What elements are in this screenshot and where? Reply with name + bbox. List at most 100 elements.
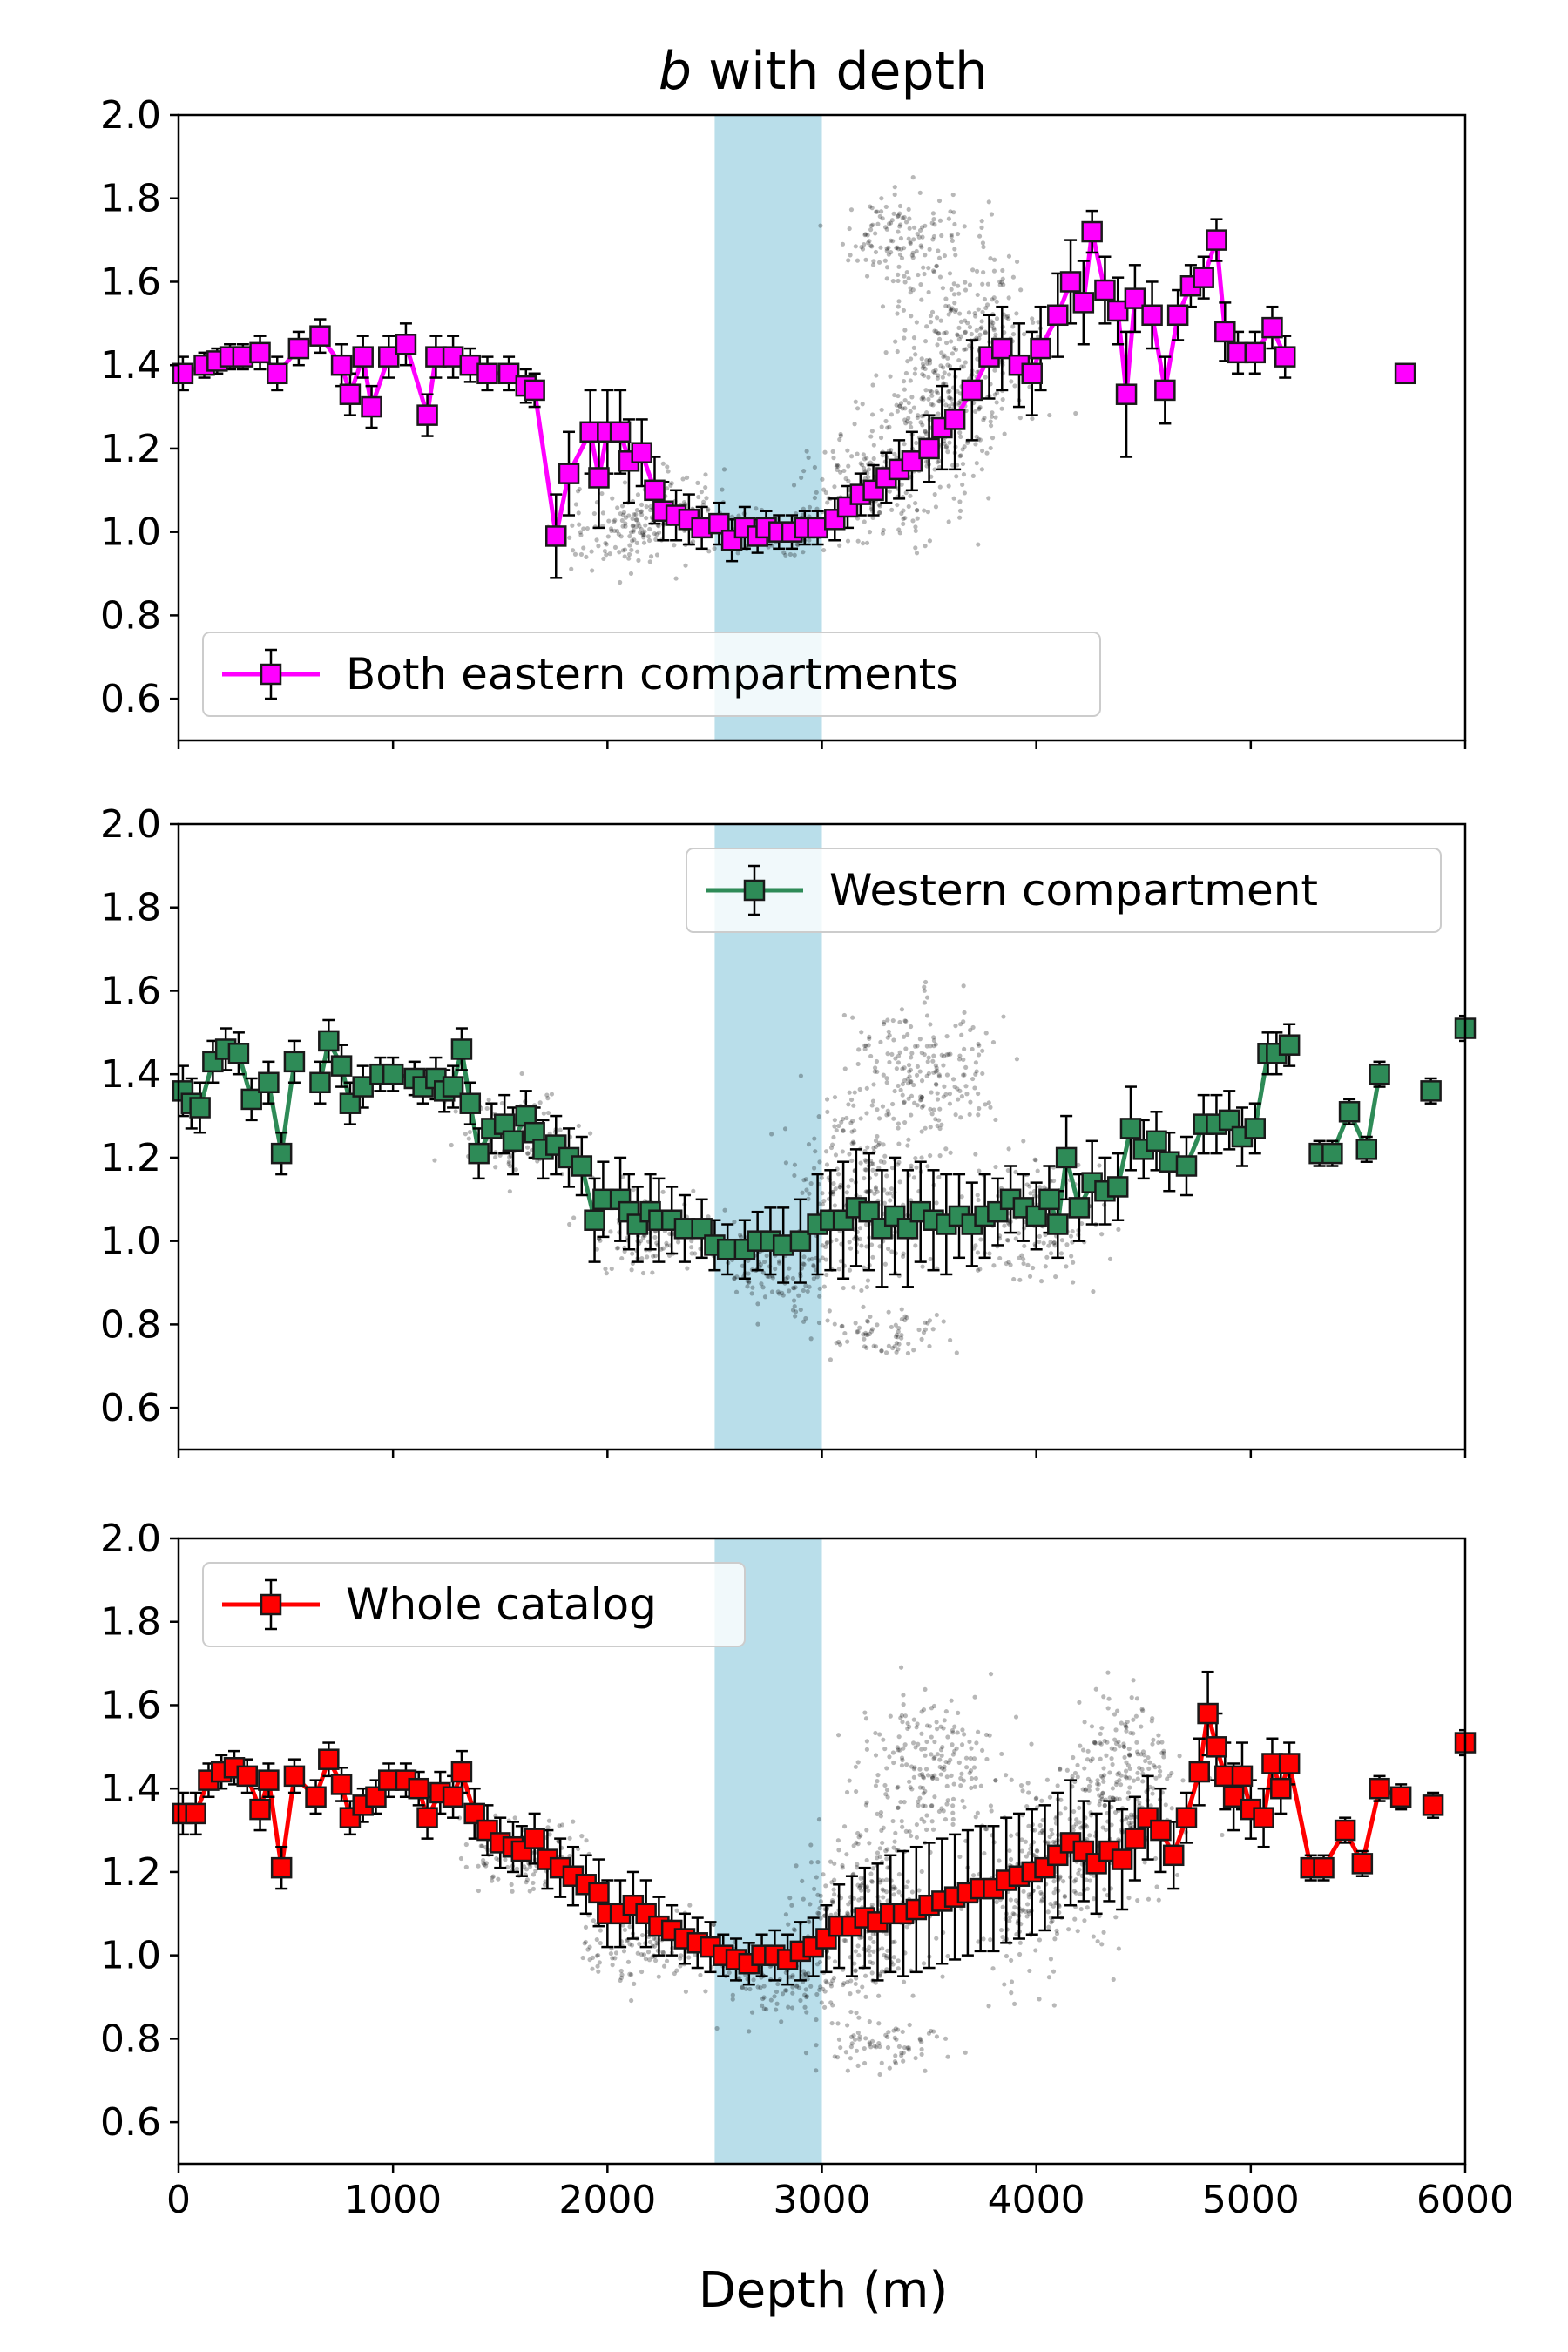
background-event-dot (896, 1871, 902, 1877)
background-event-dot (1071, 1889, 1077, 1894)
background-event-dot (594, 537, 599, 543)
background-event-dot (617, 550, 622, 555)
background-event-dot (988, 1672, 994, 1677)
background-event-dot (791, 483, 797, 488)
background-event-dot (875, 1773, 881, 1778)
background-event-dot (894, 1341, 899, 1346)
background-event-dot (950, 1077, 956, 1082)
background-event-dot (1127, 1753, 1132, 1758)
background-event-dot (935, 342, 940, 348)
background-event-dot (920, 1264, 925, 1269)
background-event-dot (970, 1024, 976, 1031)
data-marker (584, 1209, 605, 1231)
data-marker (240, 1088, 262, 1111)
background-event-dot (935, 1727, 940, 1732)
background-event-dot (1161, 1751, 1166, 1756)
background-event-dot (902, 1018, 908, 1024)
background-event-dot (957, 1088, 963, 1093)
background-event-dot (993, 332, 998, 337)
data-marker (1175, 1155, 1198, 1177)
background-event-dot (1033, 1948, 1038, 1953)
background-event-dot (957, 508, 963, 513)
background-event-dot (897, 531, 902, 536)
background-event-dot (811, 1262, 816, 1268)
background-event-dot (956, 311, 963, 316)
data-marker (896, 1218, 919, 1240)
background-event-dot (590, 1966, 595, 1971)
background-event-dot (1062, 1894, 1067, 1900)
background-event-dot (895, 311, 900, 316)
background-event-dot (599, 490, 605, 497)
data-marker (1059, 271, 1082, 293)
background-event-dot (690, 538, 696, 544)
background-event-dot (545, 1825, 551, 1830)
background-event-dot (634, 540, 639, 545)
background-event-dot (948, 1150, 953, 1155)
background-event-dot (870, 1960, 875, 1966)
background-event-dot (815, 1910, 821, 1916)
background-event-dot (1135, 1770, 1140, 1775)
background-event-dot (1010, 274, 1016, 280)
background-event-dot (902, 1800, 907, 1805)
background-event-dot (925, 1773, 931, 1778)
background-event-dot (1010, 1911, 1016, 1916)
background-event-dot (776, 1260, 782, 1266)
background-event-dot (915, 508, 920, 513)
background-event-dot (936, 1074, 943, 1079)
background-event-dot (820, 476, 825, 482)
background-event-dot (619, 504, 625, 509)
background-event-dot (1165, 1776, 1170, 1781)
background-event-dot (821, 1986, 826, 1992)
background-event-dot (499, 1100, 505, 1106)
data-marker (318, 1748, 340, 1770)
background-event-dot (743, 1986, 749, 1991)
background-event-dot (790, 1975, 795, 1980)
background-event-dot (821, 1199, 827, 1204)
background-event-dot (1044, 1841, 1050, 1846)
background-event-dot (1051, 1240, 1058, 1246)
background-event-dot (1116, 1770, 1122, 1775)
background-event-dot (711, 1922, 717, 1927)
background-event-dot (943, 1709, 949, 1714)
background-event-dot (1037, 1233, 1043, 1239)
background-event-dot (1024, 1182, 1030, 1187)
background-event-dot (920, 372, 925, 377)
background-event-dot (880, 1887, 885, 1892)
background-event-dot (970, 1076, 976, 1082)
background-event-dot (983, 329, 988, 335)
background-event-dot (921, 1774, 926, 1780)
background-event-dot (527, 1889, 532, 1894)
background-event-dot (891, 1845, 896, 1850)
background-event-dot (1027, 384, 1032, 389)
background-event-dot (851, 1103, 856, 1108)
background-event-dot (831, 456, 836, 461)
background-event-dot (680, 476, 686, 482)
background-event-dot (805, 1288, 810, 1294)
background-event-dot (660, 1246, 666, 1251)
background-event-dot (931, 233, 937, 240)
background-event-dot (815, 1859, 821, 1865)
background-event-dot (896, 1329, 901, 1335)
background-event-dot (1000, 276, 1005, 281)
background-event-dot (846, 463, 851, 469)
background-event-dot (933, 504, 939, 510)
background-event-dot (988, 445, 993, 451)
background-event-dot (913, 524, 918, 530)
background-event-dot (896, 1162, 901, 1167)
background-event-dot (926, 396, 931, 402)
background-event-dot (737, 1976, 742, 1981)
background-event-dot (852, 1961, 857, 1966)
background-event-dot (821, 547, 827, 553)
background-event-dot (1123, 1768, 1129, 1774)
background-event-dot (884, 1931, 889, 1936)
background-event-dot (977, 1267, 983, 1272)
background-event-dot (576, 1123, 581, 1129)
background-event-dot (986, 496, 991, 501)
background-event-dot (962, 224, 967, 229)
background-event-dot (634, 517, 639, 523)
background-event-dot (832, 1959, 838, 1964)
background-event-dot (929, 309, 936, 314)
background-event-dot (967, 282, 973, 287)
background-event-dot (780, 1290, 785, 1295)
background-event-dot (791, 1286, 797, 1291)
